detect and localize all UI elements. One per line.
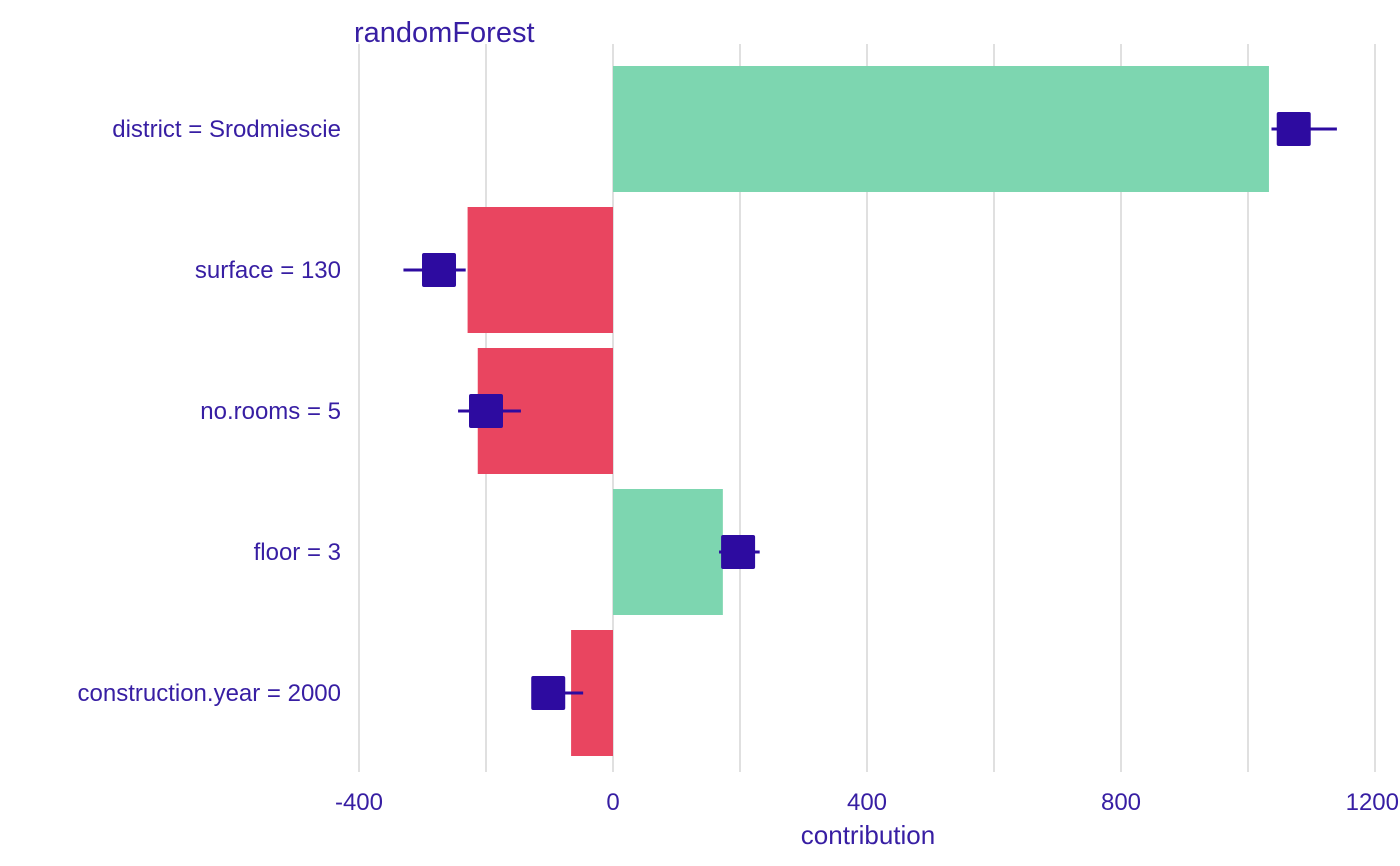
category-label-5: construction.year = 2000 [78,680,342,707]
uncertainty-markers [403,112,1337,710]
contribution-bars [467,66,1269,756]
marker-4 [721,535,756,569]
bar-4 [613,489,723,615]
marker-1 [1276,112,1311,146]
marker-5 [531,676,566,710]
bar-1 [613,66,1269,192]
marker-3 [469,394,503,428]
category-label-2: surface = 130 [195,257,341,284]
category-label-1: district = Srodmiescie [112,116,341,143]
x-tick-label: 800 [1101,789,1141,816]
x-tick-label: -400 [335,789,383,816]
bar-2 [467,207,613,333]
marker-2 [422,253,457,287]
category-label-4: floor = 3 [254,539,341,566]
category-label-3: no.rooms = 5 [200,398,341,425]
x-axis-title: contribution [801,820,935,850]
x-tick-labels: -400 0 400 800 1200 [335,789,1399,816]
x-tick-label: 1200 [1346,789,1399,816]
x-tick-label: 400 [847,789,887,816]
x-tick-label: 0 [606,789,619,816]
category-labels: district = Srodmiescie surface = 130 no.ro… [78,116,342,707]
chart-title: randomForest [354,17,535,49]
